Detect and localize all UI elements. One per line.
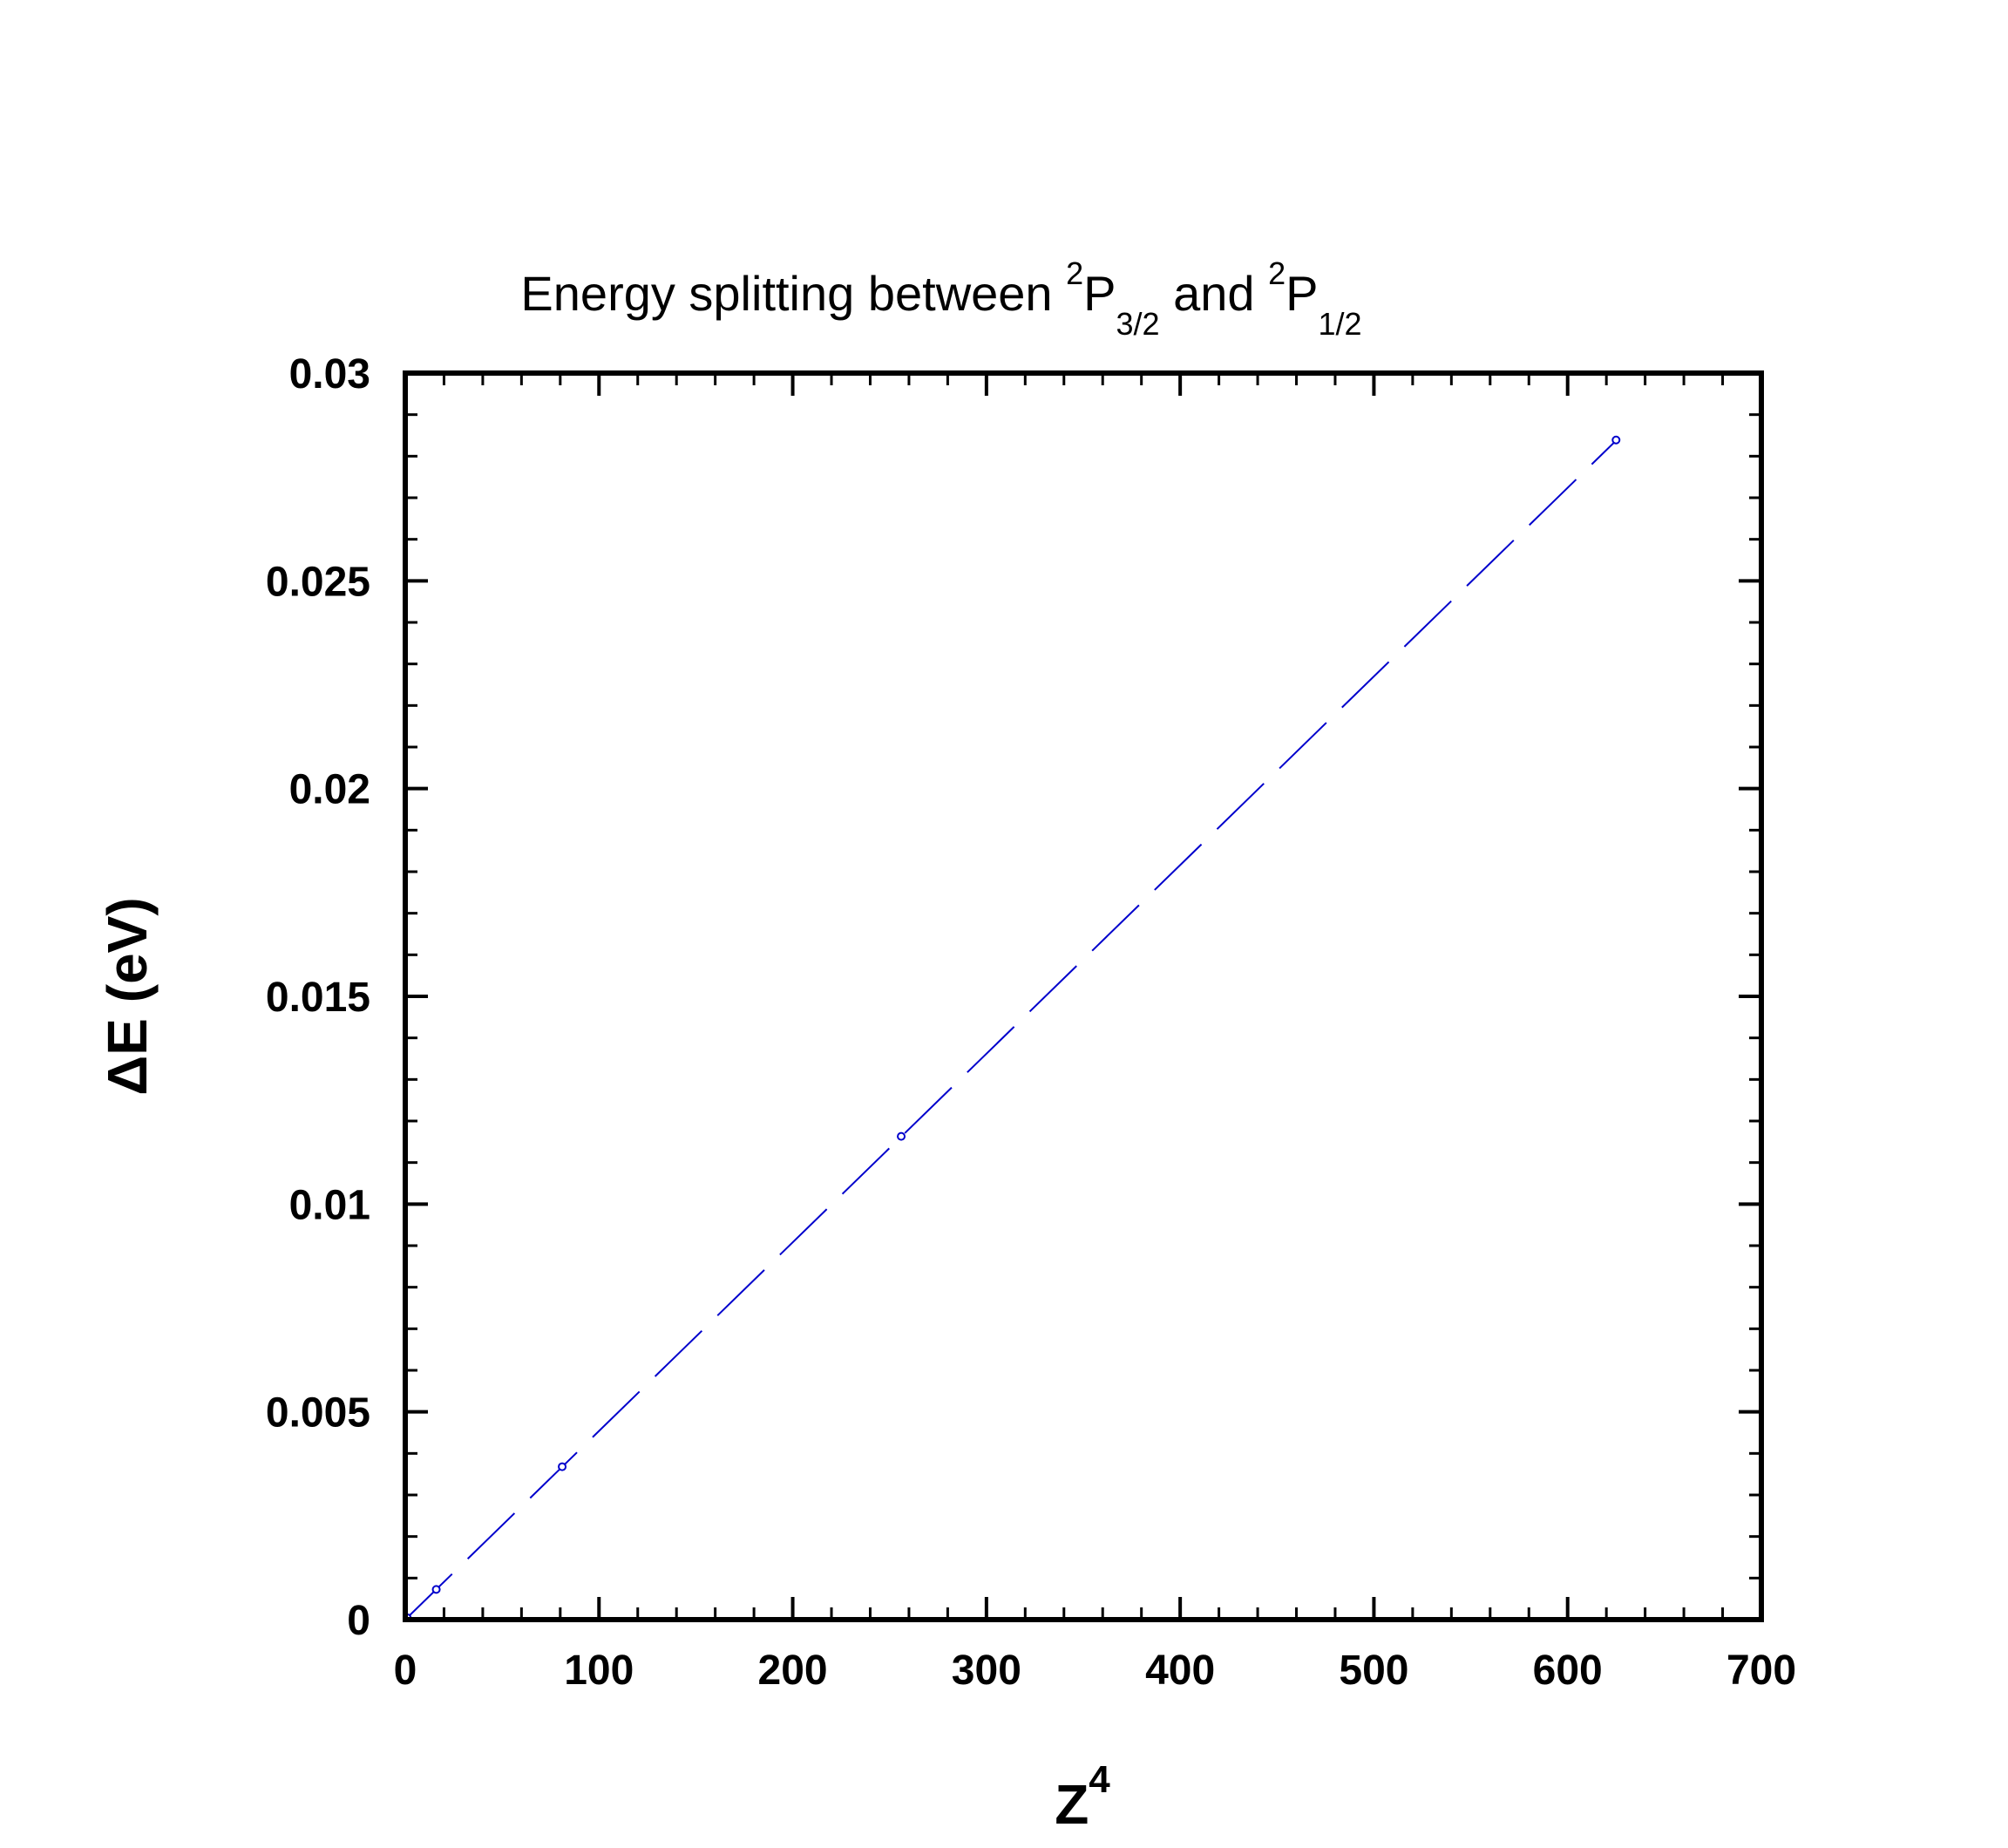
x-axis-label-sup: 4 [1089, 1758, 1110, 1801]
y-tick-label: 0.025 [266, 559, 370, 605]
data-point [558, 1462, 567, 1471]
chart-title: Energy splitting between 2P3/2 and 2P1/2 [520, 255, 1361, 342]
y-axis-label: ΔE (eV) [96, 897, 159, 1095]
x-tick-label: 500 [1339, 1648, 1408, 1694]
title-sub-a: 3/2 [1116, 306, 1160, 342]
plot-layer: 0 100 200 300 400 500 600 700 0 0.005 0.01 0.015 0.0… [266, 351, 1796, 1694]
x-tick-label: 700 [1726, 1648, 1796, 1694]
x-axis-label-base: Z [1055, 1773, 1089, 1836]
title-sup-a: 2 [1066, 255, 1083, 291]
fit-line [404, 439, 1617, 1620]
data-point [897, 1131, 906, 1141]
x-tick-label: 100 [564, 1648, 634, 1694]
x-tick-label: 0 [394, 1648, 417, 1694]
title-base-a: P [1083, 266, 1116, 321]
title-sub-b: 1/2 [1319, 306, 1362, 342]
x-tick-label: 400 [1145, 1648, 1215, 1694]
title-sup-b: 2 [1268, 255, 1286, 291]
y-tick-label: 0.005 [266, 1390, 370, 1437]
y-tick-label: 0.03 [289, 351, 370, 397]
x-tick-label: 300 [952, 1648, 1021, 1694]
data-point [431, 1585, 441, 1594]
y-tick-label: 0.01 [289, 1182, 370, 1228]
title-middle: and [1160, 266, 1269, 321]
title-prefix: Energy splitting between [520, 266, 1066, 321]
plot-frame [403, 370, 1764, 1622]
title-base-b: P [1286, 266, 1318, 321]
x-tick-label: 600 [1533, 1648, 1603, 1694]
y-tick-label: 0.015 [266, 975, 370, 1021]
data-point [1611, 435, 1621, 445]
x-axis-label: Z4 [1055, 1758, 1110, 1836]
x-tick-label: 200 [758, 1648, 828, 1694]
y-tick-label: 0 [347, 1598, 370, 1644]
y-tick-label: 0.02 [289, 767, 370, 813]
